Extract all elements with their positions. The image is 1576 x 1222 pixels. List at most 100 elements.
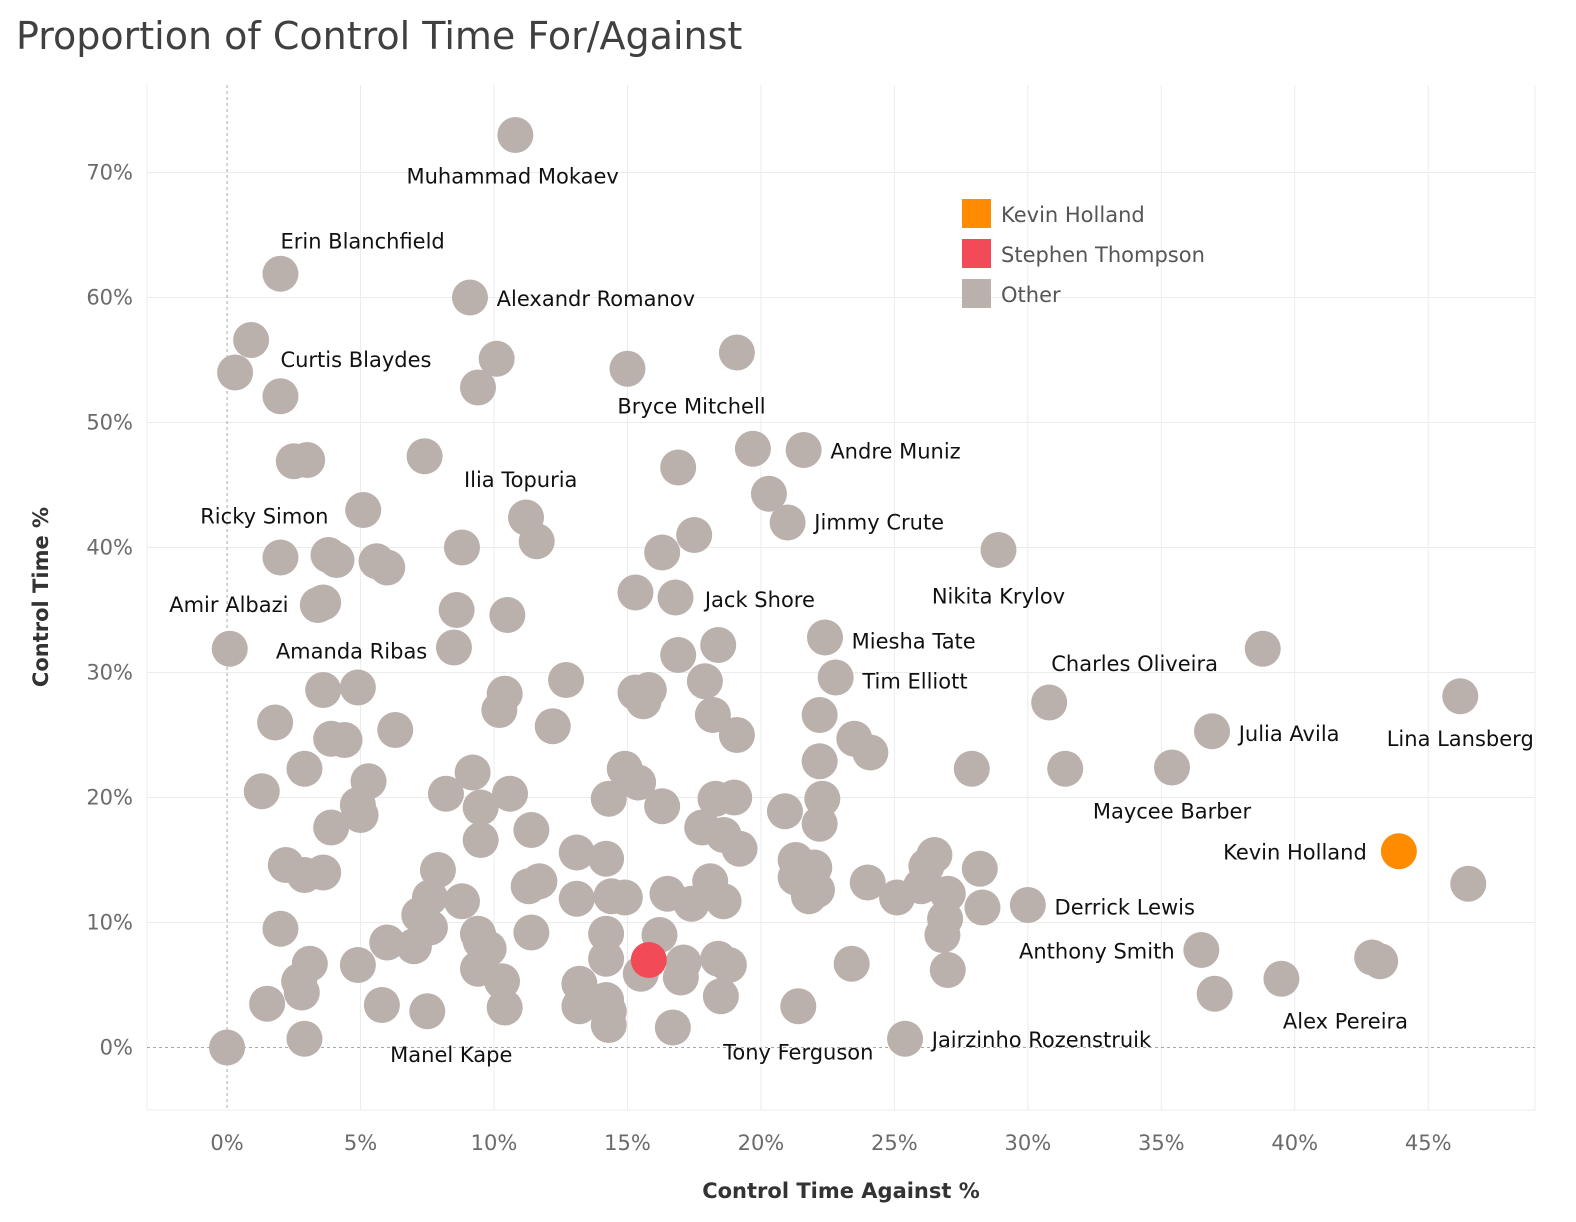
point-other	[497, 117, 534, 153]
point-other	[734, 430, 771, 467]
point-other	[1196, 975, 1233, 1012]
y-tick-label: 40%	[86, 536, 133, 560]
point-label: Alex Pereira	[1283, 1009, 1408, 1033]
point-label: Muhammad Mokaev	[406, 164, 618, 188]
point-other	[318, 542, 355, 578]
point-label: Ricky Simon	[200, 504, 328, 528]
point-other	[657, 579, 694, 616]
point-other	[454, 754, 491, 791]
point-other	[798, 872, 835, 908]
point-other	[852, 734, 889, 771]
point-label: Derrick Lewis	[1055, 896, 1195, 920]
legend-swatch	[962, 199, 991, 228]
point-other	[721, 830, 758, 867]
legend: Kevin Holland Stephen Thompson Other	[962, 199, 1205, 308]
x-tick-label: 10%	[471, 1131, 518, 1155]
point-label: Tim Elliott	[861, 669, 967, 693]
point-other	[686, 663, 723, 700]
point-label: Bryce Mitchell	[617, 394, 765, 418]
point-other	[1153, 749, 1190, 786]
axis-ticks: 0% 5% 10% 15% 20% 25% 30% 35% 40% 45% 0% 10% 20% 30% 4…	[86, 161, 1451, 1156]
x-tick-label: 15%	[604, 1131, 651, 1155]
point-other	[1009, 887, 1046, 923]
y-tick-label: 70%	[86, 161, 133, 185]
point-other	[211, 630, 248, 667]
point-other	[262, 378, 299, 415]
point-other	[459, 369, 496, 406]
point-label: Amir Albazi	[169, 593, 288, 617]
point-other	[700, 627, 737, 663]
point-other	[705, 883, 742, 920]
point-label: Charles Oliveira	[1051, 652, 1218, 676]
x-tick-label: 45%	[1405, 1131, 1452, 1155]
x-tick-label: 5%	[344, 1131, 377, 1155]
point-other	[849, 864, 886, 901]
data-points	[209, 117, 1487, 1066]
chart-title: Proportion of Control Time For/Against	[16, 14, 743, 58]
zero-reference-lines	[147, 85, 1535, 1110]
point-other	[233, 322, 270, 358]
point-other	[395, 928, 432, 965]
point-stephen-thompson	[630, 942, 667, 978]
point-other	[1263, 960, 1300, 997]
point-other	[342, 797, 379, 833]
point-other	[662, 959, 699, 996]
point-other	[443, 883, 480, 920]
point-other	[1031, 684, 1068, 721]
point-other	[980, 532, 1017, 568]
point-other	[305, 584, 342, 621]
point-other	[785, 432, 822, 468]
point-label: Alexandr Romanov	[497, 287, 695, 311]
point-other	[817, 659, 854, 696]
point-other	[462, 789, 499, 826]
point-other	[801, 697, 838, 733]
point-other	[438, 592, 475, 628]
legend-label: Other	[1001, 283, 1061, 307]
point-other	[305, 854, 342, 891]
point-other	[769, 504, 806, 541]
point-other	[588, 940, 625, 977]
point-other	[363, 987, 400, 1023]
x-tick-label: 30%	[1005, 1131, 1052, 1155]
point-other	[486, 989, 523, 1026]
point-other	[609, 350, 646, 387]
point-label: Julia Avila	[1237, 722, 1340, 746]
point-other	[806, 619, 843, 656]
point-other	[443, 529, 480, 566]
point-other	[929, 952, 966, 988]
point-other	[305, 672, 342, 708]
point-other	[590, 780, 627, 817]
point-other	[534, 708, 571, 745]
point-other	[377, 712, 414, 748]
point-other	[617, 574, 654, 611]
point-label: Tony Ferguson	[722, 1041, 873, 1065]
point-other	[801, 743, 838, 780]
point-label: Anthony Smith	[1019, 939, 1175, 963]
point-label: Miesha Tate	[852, 629, 976, 653]
point-other	[964, 889, 1001, 926]
point-other	[718, 717, 755, 753]
y-tick-label: 20%	[86, 786, 133, 810]
point-other	[1362, 943, 1399, 980]
point-other	[262, 255, 299, 292]
x-tick-label: 0%	[210, 1131, 243, 1155]
y-tick-label: 50%	[86, 411, 133, 435]
point-other	[625, 683, 662, 720]
x-axis-title: Control Time Against %	[702, 1179, 980, 1203]
point-other	[521, 863, 558, 900]
point-other	[489, 597, 526, 633]
point-label: Erin Blanchfield	[280, 229, 444, 253]
point-other	[644, 534, 681, 571]
point-other	[339, 669, 376, 706]
y-tick-label: 0%	[100, 1036, 133, 1060]
x-tick-label: 40%	[1271, 1131, 1318, 1155]
point-other	[750, 475, 787, 512]
point-kevin-holland	[1380, 833, 1417, 870]
point-other	[718, 334, 755, 371]
point-other	[1194, 713, 1231, 750]
y-tick-label: 10%	[86, 911, 133, 935]
point-other	[513, 812, 550, 848]
point-label: Nikita Krylov	[932, 584, 1065, 608]
point-other	[660, 637, 697, 673]
